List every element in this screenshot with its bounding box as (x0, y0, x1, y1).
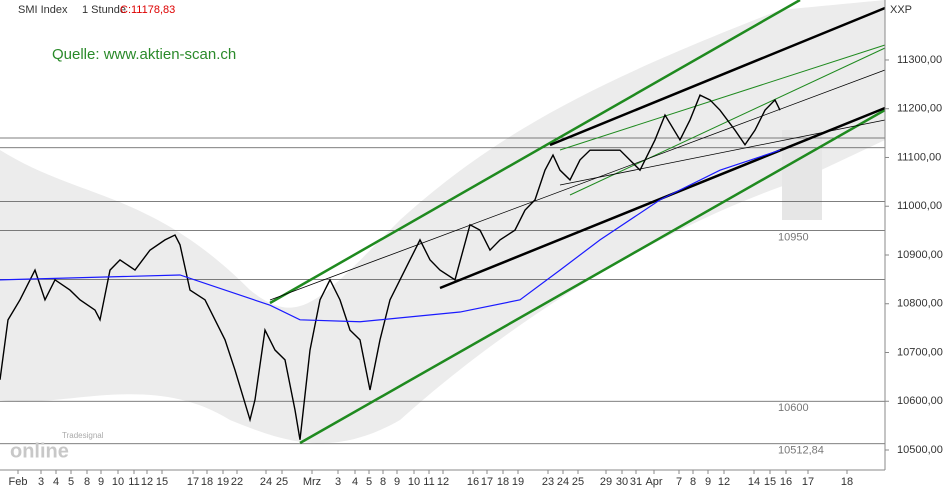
x-tick-label: 8 (84, 476, 90, 488)
x-tick-label: 12 (437, 476, 449, 488)
x-tick-label: 11 (128, 476, 139, 488)
x-tick-label: 29 (600, 476, 612, 488)
x-tick-label: 25 (276, 476, 288, 488)
x-tick-label: 17 (187, 476, 199, 488)
x-tick-label: 12 (718, 476, 730, 488)
x-tick-label: 25 (572, 476, 584, 488)
x-tick-label: 9 (394, 476, 400, 488)
y-tick-label: 11200,00 (897, 103, 942, 115)
x-tick-label: 10 (112, 476, 124, 488)
y-tick-label: 11100,00 (897, 151, 941, 163)
x-tick-label: 22 (231, 476, 243, 488)
x-tick-label: 11 (423, 476, 434, 488)
x-tick-label: 12 (141, 476, 153, 488)
x-tick-label: 5 (366, 476, 372, 488)
source: Quelle: www.aktien-scan.ch (52, 46, 236, 63)
x-tick-label: 3 (335, 476, 341, 488)
logo-word: online (10, 440, 69, 462)
x-tick-label: 10 (408, 476, 420, 488)
y-tick-label: 10500,00 (897, 444, 943, 456)
x-tick-label: 17 (802, 476, 814, 488)
x-tick-label: 18 (201, 476, 213, 488)
x-tick-label: 14 (748, 476, 760, 488)
x-tick-label: 15 (764, 476, 776, 488)
x-tick-label: 24 (557, 476, 569, 488)
level-label: 10600 (778, 402, 809, 414)
x-tick-label: 19 (217, 476, 229, 488)
x-tick-label: 9 (98, 476, 104, 488)
x-tick-label: Apr (645, 476, 662, 488)
level-label: 10950 (778, 232, 809, 244)
symbol: SMI Index (18, 4, 68, 16)
axis-code: XXP (890, 4, 912, 16)
x-tick-label: 31 (630, 476, 642, 488)
x-tick-label: 9 (705, 476, 711, 488)
interval: 1 Stunde (82, 4, 126, 16)
logo-brand: Tradesignal (62, 431, 104, 440)
x-tick-label: 18 (497, 476, 509, 488)
x-tick-label: 19 (512, 476, 524, 488)
x-tick-label: 15 (156, 476, 168, 488)
y-tick-label: 11000,00 (897, 200, 942, 212)
x-tick-label: Mrz (303, 476, 321, 488)
plot (0, 94, 781, 440)
x-tick-label: 23 (542, 476, 554, 488)
x-tick-label: 4 (53, 476, 59, 488)
price-line (0, 149, 781, 323)
y-tick-label: 10800,00 (897, 298, 943, 310)
level-lines: 10950 10600 10512,84 (0, 137, 885, 457)
level-label: 10512,84 (778, 445, 824, 457)
price-line (0, 94, 781, 440)
x-tick-label: 17 (481, 476, 493, 488)
x-tick-label: 24 (260, 476, 272, 488)
x-tick-label: 16 (780, 476, 792, 488)
x-tick-label: 4 (352, 476, 358, 488)
y-tick-label: 10600,00 (897, 395, 943, 407)
x-tick-label: 3 (38, 476, 44, 488)
x-tick-label: 7 (676, 476, 682, 488)
y-tick-label: 11300,00 (897, 54, 942, 66)
x-tick-label: 18 (841, 476, 853, 488)
x-tick-label: 5 (68, 476, 74, 488)
close-value: C:11178,83 (120, 4, 175, 16)
x-tick-label: 8 (380, 476, 386, 488)
x-tick-label: Feb (9, 476, 28, 488)
y-tick-label: 10700,00 (897, 346, 943, 358)
x-tick-label: 30 (616, 476, 628, 488)
x-tick-label: 8 (690, 476, 696, 488)
x-tick-label: 16 (467, 476, 479, 488)
y-tick-label: 10900,00 (897, 249, 943, 261)
